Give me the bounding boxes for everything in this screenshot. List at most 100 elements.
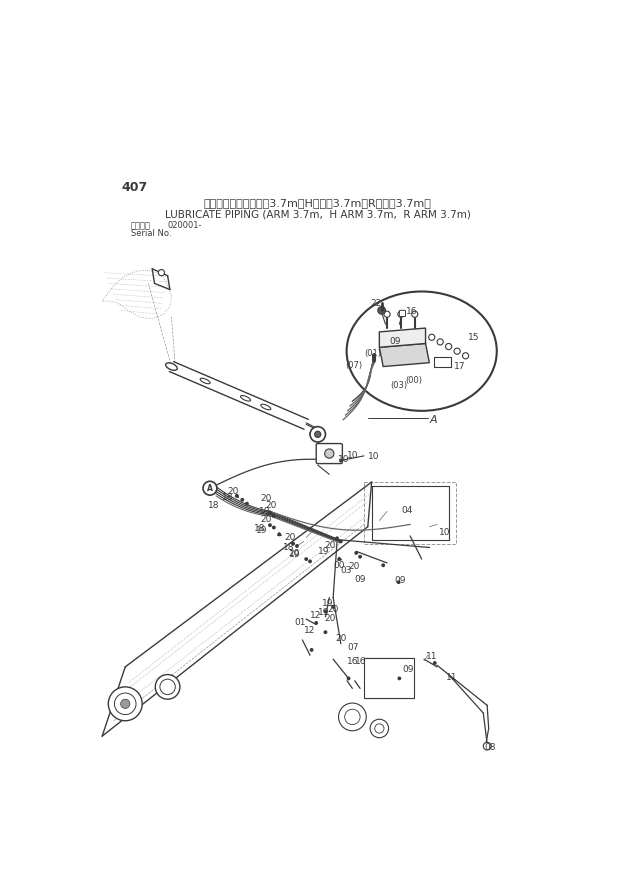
Circle shape <box>335 536 339 540</box>
Circle shape <box>108 687 142 721</box>
Text: 18: 18 <box>283 543 294 552</box>
Circle shape <box>347 677 350 680</box>
Circle shape <box>155 675 180 699</box>
Circle shape <box>433 661 436 665</box>
Text: 適用号機: 適用号機 <box>131 221 151 230</box>
Text: 10: 10 <box>347 451 358 460</box>
Circle shape <box>428 334 435 340</box>
Text: 20: 20 <box>227 487 238 496</box>
Circle shape <box>398 311 404 317</box>
Circle shape <box>309 648 314 652</box>
Text: 11: 11 <box>425 652 437 662</box>
Text: 09: 09 <box>355 575 366 584</box>
Circle shape <box>454 348 460 354</box>
Circle shape <box>372 356 376 360</box>
Text: 20: 20 <box>284 533 295 542</box>
Circle shape <box>291 542 295 546</box>
Text: 19: 19 <box>256 526 268 535</box>
Text: (00): (00) <box>405 376 422 385</box>
Circle shape <box>203 481 217 495</box>
Text: Serial No.: Serial No. <box>131 229 171 237</box>
Circle shape <box>241 498 244 502</box>
Text: 10: 10 <box>338 455 349 464</box>
Text: 01: 01 <box>294 618 306 627</box>
Text: 20: 20 <box>348 562 360 571</box>
Text: 18: 18 <box>221 493 233 502</box>
Text: 20: 20 <box>265 501 277 511</box>
FancyBboxPatch shape <box>316 443 342 464</box>
Polygon shape <box>379 343 430 367</box>
Text: 16: 16 <box>355 657 366 666</box>
Circle shape <box>345 709 360 725</box>
Text: 17: 17 <box>454 362 466 371</box>
Text: 407: 407 <box>122 182 148 195</box>
Circle shape <box>358 555 362 559</box>
Text: 18: 18 <box>254 524 265 533</box>
Circle shape <box>158 270 164 276</box>
Polygon shape <box>169 361 308 430</box>
Circle shape <box>304 557 308 561</box>
Circle shape <box>397 581 401 584</box>
Circle shape <box>372 359 376 362</box>
Circle shape <box>397 677 401 680</box>
Circle shape <box>354 551 358 555</box>
Text: 20: 20 <box>328 605 339 614</box>
Text: 22: 22 <box>370 299 382 308</box>
Text: 18: 18 <box>208 501 220 511</box>
Text: 20: 20 <box>260 494 272 503</box>
Text: 集中給脂配管（アーム3.7m、Hアーム3.7m、Rアーム3.7m）: 集中給脂配管（アーム3.7m、Hアーム3.7m、Rアーム3.7m） <box>204 198 432 209</box>
FancyBboxPatch shape <box>399 310 405 317</box>
Circle shape <box>272 514 276 518</box>
Circle shape <box>372 357 376 361</box>
Text: LUBRICATE PIPING (ARM 3.7m,  H ARM 3.7m,  R ARM 3.7m): LUBRICATE PIPING (ARM 3.7m, H ARM 3.7m, … <box>165 210 471 219</box>
Text: 12: 12 <box>304 626 315 636</box>
Circle shape <box>268 511 272 515</box>
Text: A: A <box>430 415 437 424</box>
Circle shape <box>314 621 318 625</box>
Text: (07): (07) <box>345 361 363 369</box>
Text: 10: 10 <box>440 528 451 538</box>
Circle shape <box>339 703 366 731</box>
Text: 16: 16 <box>405 306 417 316</box>
Text: 20: 20 <box>260 514 272 524</box>
Circle shape <box>160 679 175 695</box>
Text: 11: 11 <box>446 673 458 682</box>
Circle shape <box>484 742 491 750</box>
Circle shape <box>384 311 390 317</box>
Circle shape <box>372 353 376 357</box>
Text: 19: 19 <box>318 546 329 556</box>
Text: 08: 08 <box>484 743 496 753</box>
Circle shape <box>115 693 136 715</box>
Circle shape <box>412 311 418 317</box>
Circle shape <box>339 540 343 543</box>
Circle shape <box>268 523 272 527</box>
Ellipse shape <box>347 292 497 411</box>
Circle shape <box>277 533 281 536</box>
Circle shape <box>437 339 443 345</box>
Circle shape <box>325 449 334 458</box>
Circle shape <box>235 494 239 498</box>
Circle shape <box>308 560 312 563</box>
Text: 20: 20 <box>324 540 335 550</box>
Text: (01): (01) <box>365 349 382 358</box>
Text: 00: 00 <box>333 560 345 570</box>
Text: 19: 19 <box>259 507 270 516</box>
Text: 09: 09 <box>402 664 414 674</box>
Circle shape <box>370 719 389 738</box>
Circle shape <box>315 431 321 437</box>
Circle shape <box>272 526 276 529</box>
Circle shape <box>378 306 386 314</box>
Text: 09: 09 <box>389 337 401 346</box>
Polygon shape <box>379 328 425 347</box>
Text: 07: 07 <box>347 643 358 652</box>
Circle shape <box>295 544 299 548</box>
Circle shape <box>372 354 376 358</box>
Circle shape <box>324 630 327 634</box>
Text: 10: 10 <box>368 452 379 461</box>
Circle shape <box>331 605 335 608</box>
Text: 19: 19 <box>317 608 329 617</box>
Circle shape <box>310 427 326 442</box>
Text: 19: 19 <box>288 550 300 559</box>
Text: 20: 20 <box>324 614 335 622</box>
FancyBboxPatch shape <box>364 657 414 698</box>
